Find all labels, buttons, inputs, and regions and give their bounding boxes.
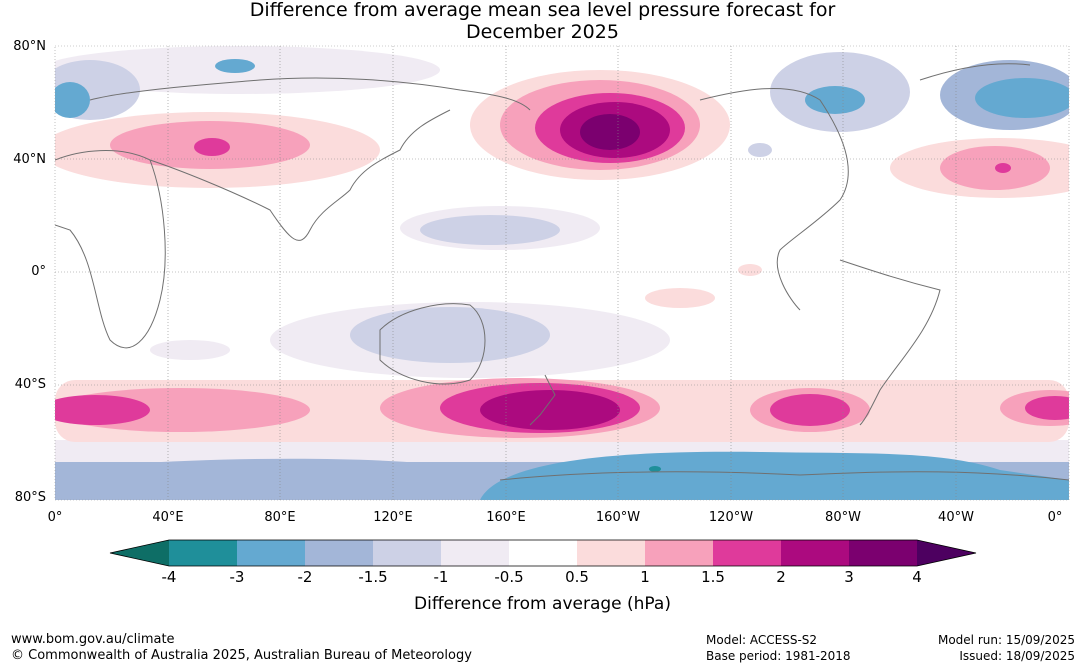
colorbar-bin [237, 540, 305, 566]
colorbar-tick-label: 2 [776, 568, 786, 586]
lon-label: 0° [1047, 510, 1063, 525]
lon-label: 80°W [825, 510, 861, 525]
colorbar-bin [169, 540, 237, 566]
colorbar-tick-label: 1.5 [701, 568, 725, 586]
lat-label-40s: 40°S [14, 377, 46, 392]
map-plot-area [55, 46, 1069, 500]
lon-label: 80°E [264, 510, 296, 525]
lon-label: 160°E [486, 510, 526, 525]
colorbar-bin [849, 540, 917, 566]
colorbar-tick-label: 0.5 [565, 568, 589, 586]
lon-label: 120°E [373, 510, 413, 525]
lat-label-equator: 0° [31, 264, 46, 279]
antarctic-negative-anomaly [480, 451, 1069, 500]
lat-label-80s: 80°S [14, 490, 46, 505]
colorbar-bin [441, 540, 509, 566]
colorbar-bin [781, 540, 849, 566]
colorbar-tick-label: -3 [229, 568, 245, 586]
colorbar-title: Difference from average (hPa) [414, 594, 671, 614]
colorbar-bin [373, 540, 441, 566]
lon-label: 40°E [152, 510, 184, 525]
lat-label-40n: 40°N [13, 152, 46, 167]
colorbar-tick-label: -1.5 [358, 568, 388, 586]
coastlines [55, 63, 1069, 481]
colorbar-tick-label: 3 [844, 568, 854, 586]
footer-copyright: © Commonwealth of Australia 2025, Austra… [11, 648, 472, 663]
map-title-line2: December 2025 [466, 21, 619, 43]
colorbar-tick-label: 1 [640, 568, 650, 586]
lon-label: 120°W [708, 510, 754, 525]
colorbar-tick-label: -1 [433, 568, 449, 586]
colorbar-bin [577, 540, 645, 566]
map-title-line1: Difference from average mean sea level p… [249, 0, 836, 21]
footer-base-period: Base period: 1981-2018 [706, 649, 851, 663]
colorbar-bin [305, 540, 373, 566]
colorbar-bin [713, 540, 781, 566]
lat-label-80n: 80°N [13, 39, 46, 54]
footer-model-run: Model run: 15/09/2025 [937, 633, 1075, 647]
graticule [55, 46, 1069, 500]
colorbar-tick-label: -2 [297, 568, 313, 586]
footer-url[interactable]: www.bom.gov.au/climate [11, 632, 175, 647]
lon-label: 40°W [938, 510, 974, 525]
colorbar-tick-label: -0.5 [494, 568, 524, 586]
footer-model: Model: ACCESS-S2 [706, 633, 818, 647]
footer-issued: Issued: 18/09/2025 [959, 649, 1075, 663]
colorbar-tick-label: 4 [912, 568, 922, 586]
colorbar-tick-label: -4 [161, 568, 177, 586]
lon-label: 0° [47, 510, 63, 525]
colorbar-bin [645, 540, 713, 566]
lon-label: 160°W [595, 510, 641, 525]
colorbar-high-extend [917, 540, 976, 566]
colorbar-bin [509, 540, 577, 566]
colorbar-low-extend [110, 540, 169, 566]
colorbar [109, 539, 977, 567]
